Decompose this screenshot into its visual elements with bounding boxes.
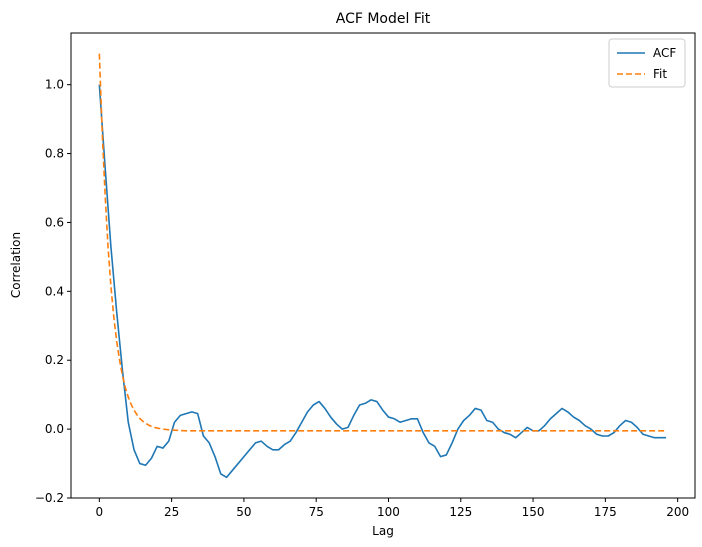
x-tick-label: 50	[236, 505, 251, 519]
x-tick-label: 75	[309, 505, 324, 519]
y-axis-label: Correlation	[9, 232, 23, 298]
x-tick-label: 175	[594, 505, 617, 519]
legend: ACF Fit	[608, 38, 686, 88]
series-line-fit	[98, 53, 667, 432]
y-tick-label: 0.4	[45, 284, 64, 298]
x-tick-label: 0	[96, 505, 104, 519]
x-axis-label: Lag	[372, 524, 394, 538]
y-tick-label: −0.2	[35, 491, 64, 505]
plot-area: 0 25 50 75 100 125 150 175 200 −0.2 0.0 0.2 0.4 0.6 0.…	[35, 32, 696, 519]
x-tick-label: 200	[666, 505, 689, 519]
axes-frame	[70, 32, 696, 499]
chart-title: ACF Model Fit	[336, 11, 431, 27]
legend-box	[608, 38, 686, 88]
x-tick-label: 150	[522, 505, 545, 519]
x-tick-label: 25	[164, 505, 179, 519]
y-tick-label: 0.8	[45, 147, 64, 161]
y-tick-label: 0.2	[45, 353, 64, 367]
y-tick-label: 0.6	[45, 215, 64, 229]
legend-label-fit: Fit	[653, 67, 667, 81]
y-tick-label: 1.0	[45, 78, 64, 92]
legend-label-acf: ACF	[653, 46, 676, 60]
x-tick-label: 125	[449, 505, 472, 519]
x-tick-label: 100	[377, 505, 400, 519]
series-line-acf	[98, 84, 667, 479]
y-tick-label: 0.0	[45, 422, 64, 436]
